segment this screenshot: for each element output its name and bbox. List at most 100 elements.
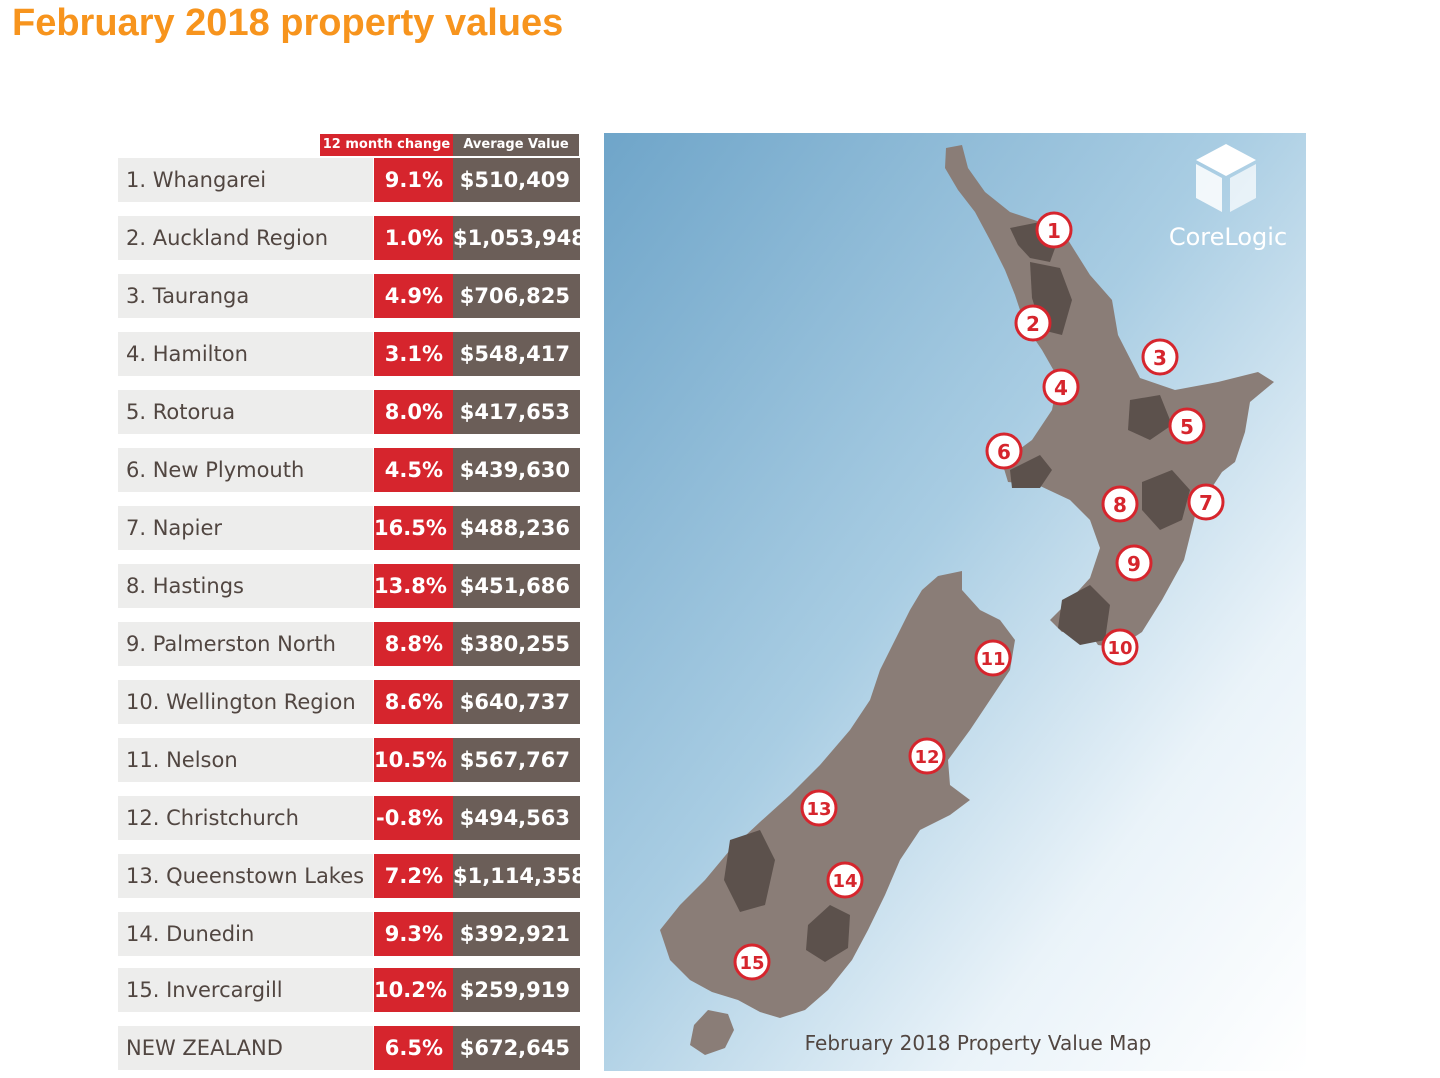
marker-label: 4 — [1054, 376, 1068, 400]
change-cell: 9.1% — [374, 158, 453, 202]
change-cell: 9.3% — [374, 912, 453, 956]
table-row: 2. Auckland Region 1.0% $1,053,948 — [118, 216, 586, 260]
value-cell: $494,563 — [453, 796, 580, 840]
marker-5: 5 — [1168, 407, 1206, 445]
table-row: 1. Whangarei 9.1% $510,409 — [118, 158, 580, 202]
region-name: 15. Invercargill — [118, 968, 373, 1012]
marker-7: 7 — [1187, 483, 1225, 521]
change-cell: 7.2% — [374, 854, 453, 898]
region-name: 11. Nelson — [118, 738, 373, 782]
table-row: 8. Hastings 13.8% $451,686 — [118, 564, 580, 608]
marker-10: 10 — [1101, 628, 1139, 666]
marker-6: 6 — [985, 432, 1023, 470]
change-cell: 1.0% — [374, 216, 453, 260]
table-row: 7. Napier 16.5% $488,236 — [118, 506, 580, 550]
district-wellington — [1058, 585, 1110, 645]
change-cell: 4.9% — [374, 274, 453, 318]
region-name: 5. Rotorua — [118, 390, 373, 434]
marker-label: 14 — [832, 871, 857, 892]
region-name: NEW ZEALAND — [118, 1026, 373, 1070]
marker-label: 8 — [1113, 493, 1127, 517]
district-rotorua — [1128, 395, 1172, 440]
map-caption: February 2018 Property Value Map — [805, 1031, 1152, 1055]
value-cell: $488,236 — [453, 506, 580, 550]
value-cell: $548,417 — [453, 332, 580, 376]
marker-9: 9 — [1115, 544, 1153, 582]
marker-14: 14 — [826, 861, 864, 899]
district-new-plymouth — [1010, 455, 1052, 488]
header-average-value: Average Value — [453, 134, 579, 156]
change-cell: -0.8% — [374, 796, 453, 840]
table-row: 3. Tauranga 4.9% $706,825 — [118, 274, 580, 318]
value-cell: $510,409 — [453, 158, 580, 202]
region-name: 6. New Plymouth — [118, 448, 373, 492]
north-island — [945, 145, 1274, 648]
district-dunedin — [806, 905, 850, 962]
value-cell: $439,630 — [453, 448, 580, 492]
table-row: 6. New Plymouth 4.5% $439,630 — [118, 448, 580, 492]
value-cell: $567,767 — [453, 738, 580, 782]
table-row: 4. Hamilton 3.1% $548,417 — [118, 332, 580, 376]
region-name: 8. Hastings — [118, 564, 373, 608]
marker-label: 1 — [1047, 219, 1061, 243]
page-title: February 2018 property values — [12, 2, 564, 44]
marker-label: 6 — [997, 440, 1011, 464]
value-cell: $451,686 — [453, 564, 580, 608]
region-name: 12. Christchurch — [118, 796, 373, 840]
marker-13: 13 — [800, 789, 838, 827]
table-row: 13. Queenstown Lakes 7.2% $1,114,358 — [118, 854, 586, 898]
change-cell: 10.2% — [374, 968, 453, 1012]
change-cell: 10.5% — [374, 738, 453, 782]
marker-label: 10 — [1107, 638, 1132, 659]
value-cell: $380,255 — [453, 622, 580, 666]
region-name: 7. Napier — [118, 506, 373, 550]
marker-label: 9 — [1127, 552, 1141, 576]
table-row-total: NEW ZEALAND 6.5% $672,645 — [118, 1026, 580, 1070]
region-name: 10. Wellington Region — [118, 680, 373, 724]
corelogic-logo-icon — [1196, 144, 1256, 212]
change-cell: 6.5% — [374, 1026, 453, 1070]
marker-2: 2 — [1014, 304, 1052, 342]
table-row: 11. Nelson 10.5% $567,767 — [118, 738, 580, 782]
region-name: 4. Hamilton — [118, 332, 373, 376]
header-12-month-change: 12 month change — [320, 134, 453, 156]
value-cell: $640,737 — [453, 680, 580, 724]
region-name: 9. Palmerston North — [118, 622, 373, 666]
marker-label: 12 — [914, 747, 939, 768]
marker-3: 3 — [1141, 338, 1179, 376]
marker-4: 4 — [1042, 368, 1080, 406]
region-name: 14. Dunedin — [118, 912, 373, 956]
table-row: 14. Dunedin 9.3% $392,921 — [118, 912, 580, 956]
marker-15: 15 — [733, 943, 771, 981]
value-cell: $706,825 — [453, 274, 580, 318]
value-cell: $1,053,948 — [453, 216, 586, 260]
marker-label: 2 — [1026, 312, 1040, 336]
marker-label: 7 — [1199, 491, 1213, 515]
table-row: 5. Rotorua 8.0% $417,653 — [118, 390, 580, 434]
change-cell: 3.1% — [374, 332, 453, 376]
marker-label: 15 — [739, 953, 764, 974]
change-cell: 8.6% — [374, 680, 453, 724]
district-hastings — [1142, 470, 1190, 530]
region-name: 2. Auckland Region — [118, 216, 373, 260]
value-cell: $1,114,358 — [453, 854, 586, 898]
marker-8: 8 — [1101, 485, 1139, 523]
marker-label: 5 — [1180, 415, 1194, 439]
table-row: 15. Invercargill 10.2% $259,919 — [118, 968, 580, 1012]
value-cell: $672,645 — [453, 1026, 580, 1070]
table-row: 12. Christchurch -0.8% $494,563 — [118, 796, 580, 840]
region-name: 1. Whangarei — [118, 158, 373, 202]
marker-label: 13 — [806, 799, 831, 820]
district-queenstown — [724, 830, 775, 912]
region-name: 13. Queenstown Lakes — [118, 854, 373, 898]
marker-label: 3 — [1153, 346, 1167, 370]
value-cell: $392,921 — [453, 912, 580, 956]
change-cell: 8.8% — [374, 622, 453, 666]
change-cell: 13.8% — [374, 564, 453, 608]
marker-1: 1 — [1035, 211, 1073, 249]
region-name: 3. Tauranga — [118, 274, 373, 318]
brand-label: CoreLogic — [1169, 223, 1287, 251]
stewart-island — [690, 1010, 734, 1055]
change-cell: 16.5% — [374, 506, 453, 550]
marker-label: 11 — [980, 649, 1005, 670]
